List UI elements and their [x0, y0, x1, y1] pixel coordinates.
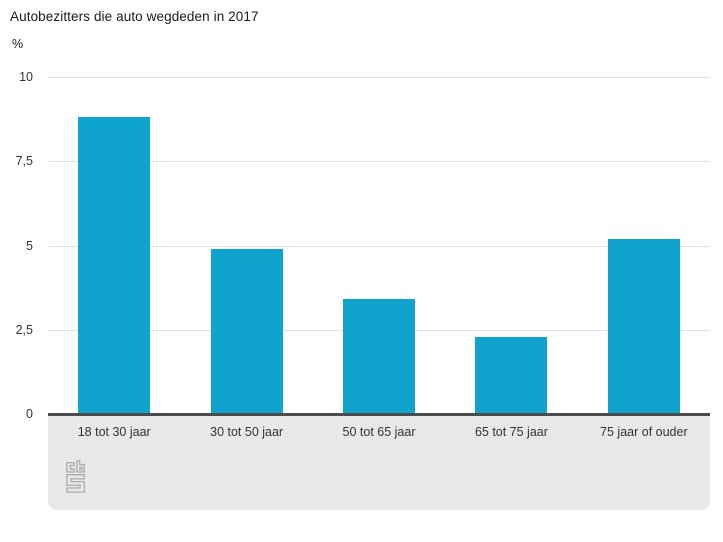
gridline [48, 161, 710, 163]
y-tick-label: 2,5 [15, 322, 33, 337]
y-tick-label: 5 [26, 238, 33, 253]
x-axis-baseline [48, 413, 710, 416]
chart-title: Autobezitters die auto wegdeden in 2017 [10, 9, 259, 24]
y-tick-label: 7,5 [15, 154, 33, 169]
bar-30-tot-50-jaar [210, 248, 283, 414]
x-category-label: 30 tot 50 jaar [210, 425, 284, 439]
chart-footer: 18 tot 30 jaar 30 tot 50 jaar 50 tot 65 ja… [48, 416, 710, 510]
cbs-logo [66, 460, 85, 493]
bar-65-tot-75-jaar [475, 336, 548, 414]
gridline [48, 77, 710, 78]
x-category-label: 50 tot 65 jaar [342, 425, 416, 439]
bar-75-jaar-of-ouder [607, 238, 680, 414]
x-category-label: 65 tot 75 jaar [474, 425, 548, 439]
bar-18-tot-30-jaar [78, 117, 151, 414]
gridline [48, 245, 710, 247]
y-tick-label: 0 [26, 407, 33, 421]
plot-area [48, 77, 710, 414]
x-category-label: 18 tot 30 jaar [77, 425, 151, 439]
y-axis-unit-label: % [12, 37, 24, 51]
y-axis-labels: 0 2,5 5 7,5 10 [0, 70, 38, 421]
x-category-label: 75 jaar of ouder [600, 425, 688, 439]
bar-50-tot-65-jaar [343, 299, 415, 414]
x-axis-category-labels: 18 tot 30 jaar 30 tot 50 jaar 50 tot 65 ja… [48, 416, 710, 439]
y-tick-label: 10 [19, 70, 33, 84]
